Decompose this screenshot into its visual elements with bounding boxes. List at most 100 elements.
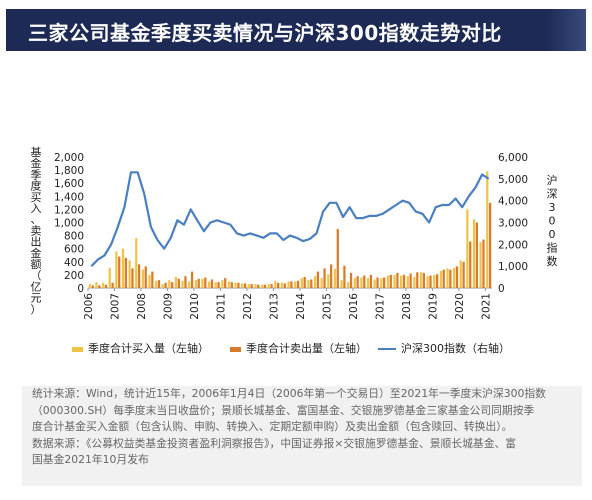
bar-sell	[482, 239, 485, 288]
bar-buy	[108, 267, 111, 288]
bar-buy	[154, 280, 158, 288]
left-axis-title-char: 额	[31, 258, 42, 271]
bar-sell	[217, 282, 220, 288]
bar-sell	[396, 272, 399, 288]
note-line: （000300.SH）每季度末当日收盘价；景顺长城基金、富国基金、交银施罗德基金…	[32, 403, 535, 417]
left-axis-title-char: 基	[31, 146, 42, 159]
right-tick-label: 2,000	[498, 239, 528, 251]
x-tick-label: 2011	[215, 293, 227, 320]
left-tick-label: 0	[77, 283, 84, 295]
bar-buy	[400, 275, 403, 288]
bar-buy	[439, 270, 443, 288]
bar-sell	[336, 229, 339, 288]
right-axis-title-char: 0	[549, 215, 556, 228]
bar-buy	[260, 284, 264, 288]
right-tick-label: 3,000	[498, 218, 528, 230]
bar-sell	[323, 268, 326, 288]
bar-sell	[303, 276, 306, 288]
bar-sell	[243, 283, 247, 288]
bar-sell	[237, 282, 240, 288]
bar-sell	[376, 277, 379, 288]
right-tick-label: 6,000	[498, 152, 528, 164]
bar-sell	[389, 274, 392, 288]
x-tick-label: 2014	[295, 293, 307, 320]
bar-sell	[124, 257, 127, 288]
bar-buy	[446, 268, 449, 288]
bar-buy	[472, 219, 476, 288]
legend-item-buy: 季度合计买入量（左轴）	[72, 340, 209, 356]
bar-sell	[263, 284, 267, 288]
bar-sell	[296, 280, 300, 288]
bar-buy	[201, 278, 204, 288]
left-tick-label: 600	[64, 244, 84, 256]
left-axis-title-char: 亿	[31, 280, 42, 293]
bar-sell	[250, 284, 253, 288]
right-tick-label: 0	[498, 283, 505, 295]
x-tick-label: 2020	[454, 293, 466, 320]
bar-buy	[294, 281, 297, 288]
bar-sell	[409, 273, 412, 288]
right-tick-label: 5,000	[498, 174, 528, 186]
left-axis-title-char: 卖	[31, 224, 42, 237]
legend-item-index: 沪深300指数（右轴）	[378, 340, 510, 356]
left-tick-label: 2,000	[54, 152, 84, 164]
left-axis-title-char: 度	[31, 179, 42, 193]
left-axis-title-char: 金	[31, 156, 42, 170]
legend-item-sell: 季度合计卖出量（左轴）	[230, 340, 367, 356]
bar-buy	[347, 282, 350, 288]
chart-area: 0 200 400 600 800 1,000 1,200 1,400 1,600 1,800 2,…	[0, 118, 592, 333]
left-axis-title-char: 金	[31, 246, 42, 260]
banner-accent	[546, 9, 586, 51]
bar-buy	[121, 248, 125, 288]
bar-sell	[190, 271, 194, 288]
bar-buy	[115, 251, 118, 288]
left-tick-label: 400	[64, 257, 84, 269]
x-tick-label: 2016	[348, 293, 360, 320]
bar-buy	[433, 274, 436, 288]
legend-swatch-index	[378, 348, 396, 350]
left-axis-title-char: 、	[31, 213, 42, 226]
bar-buy	[419, 272, 423, 288]
left-tick-label: 1,800	[54, 165, 84, 177]
bar-sell	[290, 281, 293, 288]
x-tick-label: 2009	[162, 293, 174, 320]
bar-sell	[383, 277, 386, 288]
bar-sell	[422, 272, 426, 288]
right-axis-title-char: 深	[547, 188, 558, 201]
bar-sell	[210, 279, 214, 288]
bar-sell	[118, 256, 121, 288]
bar-sell	[416, 272, 419, 288]
bar-sell	[475, 222, 478, 288]
right-axis-title-char: 沪	[547, 173, 558, 187]
bar-sell	[104, 284, 108, 288]
bar-sell	[224, 278, 227, 288]
right-axis-title-char: 数	[547, 255, 558, 268]
bar-buy	[247, 284, 250, 288]
bar-sell	[436, 274, 439, 288]
bar-buy	[267, 284, 270, 288]
note-line: 国基金2021年10月发布	[32, 453, 149, 466]
left-axis-title-char: （	[31, 269, 42, 282]
bar-sell	[137, 264, 141, 288]
bar-buy	[135, 238, 138, 288]
bar-sell	[277, 282, 280, 288]
bar-sell	[310, 279, 313, 288]
bar-sell	[442, 269, 445, 288]
right-axis-title-char: 3	[549, 201, 556, 214]
bar-buy	[406, 276, 409, 288]
bar-buy	[280, 282, 284, 288]
bar-buy	[95, 282, 98, 288]
bar-buy	[366, 278, 370, 288]
bar-sell	[363, 275, 366, 288]
legend-swatch-sell	[230, 346, 241, 352]
bar-sell	[402, 274, 406, 288]
bar-sell	[330, 264, 333, 288]
bar-sell	[164, 282, 167, 288]
left-tick-label: 1,200	[54, 204, 84, 216]
bar-sell	[455, 266, 459, 288]
bar-buy	[141, 269, 144, 288]
x-tick-label: 2018	[401, 293, 413, 320]
legend-swatch-buy	[72, 346, 83, 352]
bar-buy	[340, 280, 343, 288]
bar-buy	[307, 280, 310, 288]
